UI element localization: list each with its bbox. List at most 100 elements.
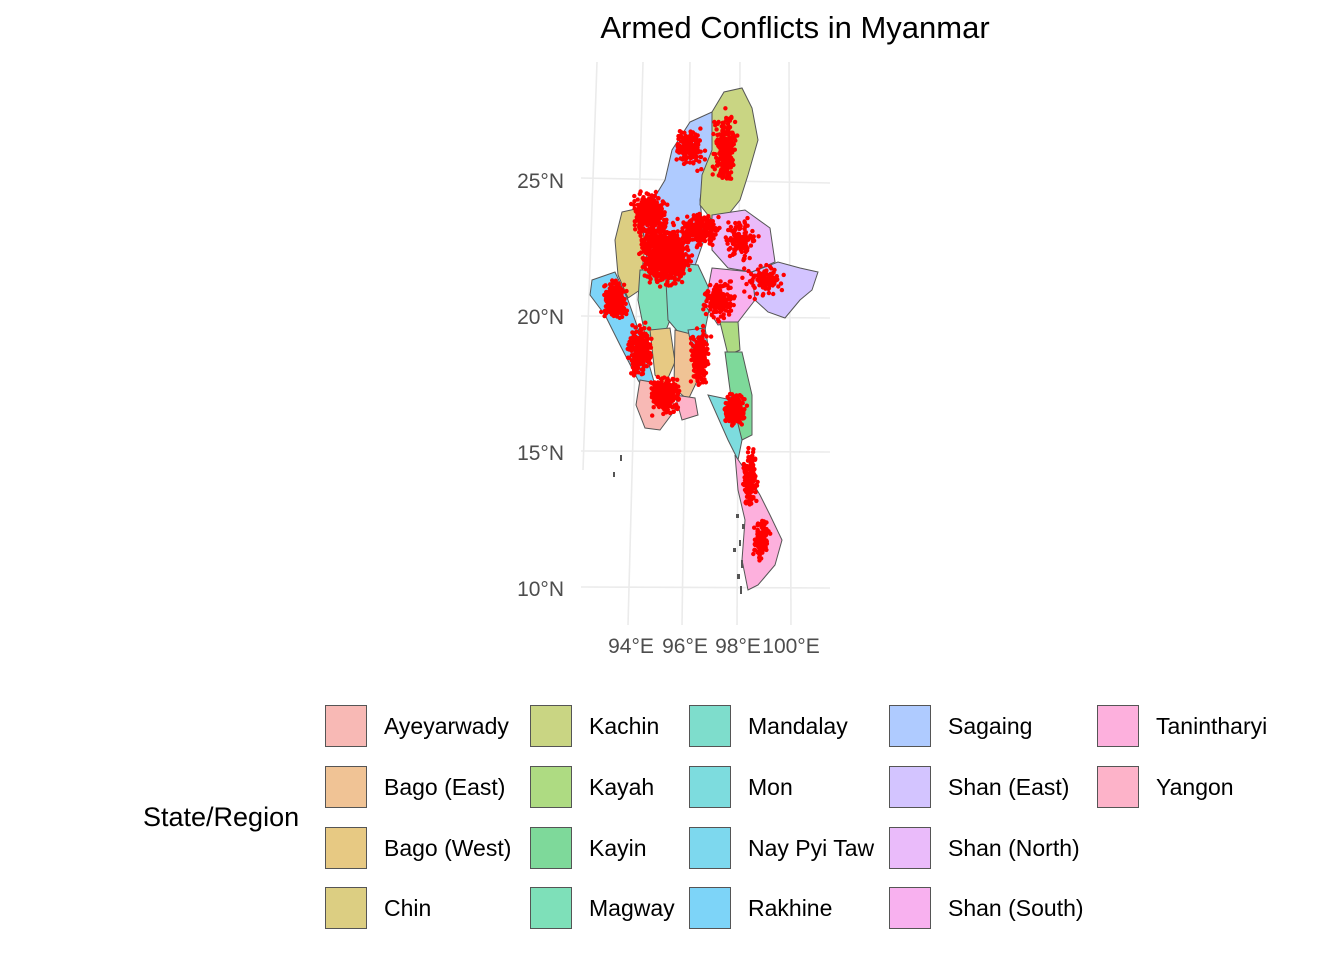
conflict-point xyxy=(669,250,675,255)
conflict-point xyxy=(646,256,651,261)
legend-swatch xyxy=(530,766,572,808)
conflict-point xyxy=(736,220,742,225)
conflict-point xyxy=(730,241,736,247)
conflict-point xyxy=(708,282,713,288)
conflict-point xyxy=(651,405,656,410)
legend-item: Shan (East) xyxy=(889,764,1069,810)
conflict-point xyxy=(651,263,656,268)
conflict-point xyxy=(708,334,714,339)
conflict-point xyxy=(648,380,654,385)
legend-label: Rakhine xyxy=(748,894,833,921)
conflict-point xyxy=(769,273,774,278)
conflict-point xyxy=(756,530,761,535)
conflict-point xyxy=(758,536,763,541)
conflict-point xyxy=(691,374,696,379)
conflict-point xyxy=(736,242,741,247)
conflict-point xyxy=(649,336,654,341)
conflict-point xyxy=(760,271,765,276)
region-kayah xyxy=(719,321,741,356)
legend-label: Kayin xyxy=(589,834,647,861)
conflict-point xyxy=(691,213,696,218)
conflict-point xyxy=(686,257,691,262)
conflict-point xyxy=(648,352,653,358)
conflict-point xyxy=(702,350,707,355)
conflict-point xyxy=(742,397,747,402)
conflict-point xyxy=(758,263,763,269)
conflict-point xyxy=(712,298,718,303)
conflict-point xyxy=(696,360,701,365)
conflict-point xyxy=(726,220,731,225)
conflict-point xyxy=(741,461,746,467)
conflict-point xyxy=(655,397,660,402)
conflict-point xyxy=(683,156,689,162)
conflict-point xyxy=(755,479,760,485)
conflict-point xyxy=(617,284,622,290)
legend-item: Ayeyarwady xyxy=(325,703,509,749)
conflict-point xyxy=(627,339,632,344)
conflict-point xyxy=(702,339,707,345)
conflict-point xyxy=(691,160,696,165)
legend-item: Mon xyxy=(689,764,793,810)
conflict-point xyxy=(646,204,652,209)
conflict-point xyxy=(699,345,704,350)
conflict-point xyxy=(733,220,738,226)
conflict-point xyxy=(643,250,648,255)
conflict-point xyxy=(655,206,661,211)
conflict-point xyxy=(744,481,750,486)
conflict-point xyxy=(731,147,736,152)
conflict-point xyxy=(749,466,754,472)
conflict-point xyxy=(720,306,726,311)
conflict-point xyxy=(701,307,706,312)
conflict-point xyxy=(670,398,676,403)
conflict-point xyxy=(685,233,690,238)
conflict-point xyxy=(666,253,671,258)
conflict-point xyxy=(694,326,700,331)
conflict-point xyxy=(751,495,756,500)
conflict-point xyxy=(756,234,761,239)
conflict-point xyxy=(731,302,736,308)
conflict-point xyxy=(724,117,729,123)
conflict-point xyxy=(603,283,608,288)
conflict-point xyxy=(698,154,703,159)
conflict-point xyxy=(659,275,664,280)
conflict-point xyxy=(700,377,705,382)
conflict-point xyxy=(740,275,745,280)
conflict-point xyxy=(607,286,612,291)
conflict-point xyxy=(636,362,642,367)
conflict-point xyxy=(647,252,652,258)
conflict-point xyxy=(668,234,674,239)
conflict-point xyxy=(720,293,726,299)
conflict-point xyxy=(663,224,668,229)
conflict-point xyxy=(681,151,686,156)
conflict-point xyxy=(637,191,642,197)
conflict-point xyxy=(727,237,732,242)
region-shan-east xyxy=(751,261,819,319)
conflict-point xyxy=(654,234,659,240)
conflict-point xyxy=(708,295,713,300)
conflict-point xyxy=(716,173,721,178)
legend-label: Shan (South) xyxy=(948,894,1084,921)
conflict-point xyxy=(728,176,734,181)
conflict-point xyxy=(778,281,784,286)
conflict-point xyxy=(611,296,617,302)
conflict-point xyxy=(678,237,683,242)
legend-swatch xyxy=(889,887,931,929)
conflict-point xyxy=(656,196,661,201)
conflict-point xyxy=(729,423,735,428)
conflict-point xyxy=(675,377,680,382)
conflict-point xyxy=(673,402,679,407)
legend-swatch xyxy=(689,887,731,929)
conflict-point xyxy=(781,272,786,278)
conflict-point xyxy=(670,405,675,410)
conflict-point xyxy=(769,266,774,271)
conflict-point xyxy=(638,233,643,238)
conflict-point xyxy=(698,149,703,154)
islands xyxy=(613,455,745,594)
conflict-point xyxy=(695,212,700,218)
conflict-point xyxy=(639,229,644,234)
conflict-point xyxy=(746,457,751,462)
conflict-point xyxy=(751,447,756,452)
conflict-point xyxy=(687,219,692,224)
conflict-point xyxy=(741,416,746,421)
conflict-point xyxy=(642,326,647,331)
